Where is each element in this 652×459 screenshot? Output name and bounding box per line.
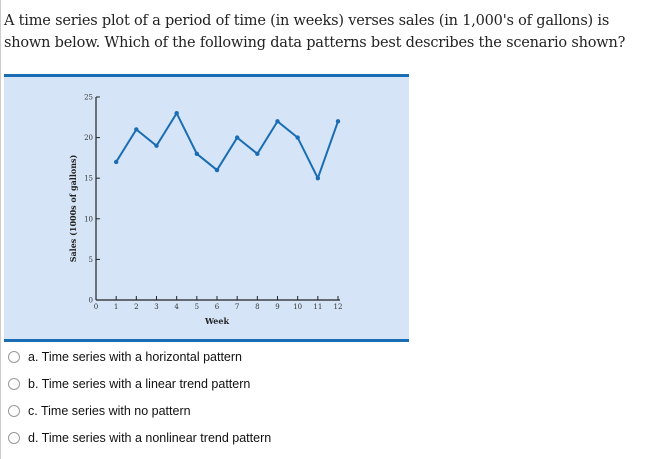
data-point	[295, 135, 300, 140]
y-tick-label: 25	[84, 94, 93, 102]
data-point	[255, 151, 260, 157]
x-tick-label: 8	[255, 303, 259, 311]
option-label: a. Time series with a horizontal pattern	[28, 350, 242, 364]
radio-button[interactable]	[8, 351, 20, 363]
data-point	[194, 151, 200, 157]
x-axis-label: Week	[204, 316, 230, 326]
page-border	[0, 0, 1, 459]
y-tick-label: 0	[89, 297, 93, 305]
data-point	[113, 159, 119, 165]
radio-button[interactable]	[8, 378, 20, 390]
y-tick-label: 10	[84, 215, 93, 223]
y-tick-label: 20	[84, 134, 93, 142]
data-point	[154, 143, 159, 148]
data-point	[234, 135, 240, 140]
x-tick-label: 10	[293, 303, 302, 311]
x-tick-label: 3	[154, 303, 158, 311]
y-axis-label: Sales (1000s of gallons)	[68, 154, 78, 262]
option-label: b. Time series with a linear trend patte…	[28, 377, 251, 391]
x-tick-label: 9	[275, 303, 279, 311]
y-tick-label: 15	[84, 175, 93, 183]
option-a[interactable]: a. Time series with a horizontal pattern	[8, 346, 242, 368]
x-tick-label: 11	[313, 303, 322, 311]
data-point	[174, 111, 179, 116]
series-line	[115, 111, 339, 181]
radio-button[interactable]	[8, 432, 20, 444]
x-tick-label: 0	[94, 303, 98, 311]
option-label: c. Time series with no pattern	[28, 404, 191, 418]
data-point	[315, 176, 321, 181]
data-point	[335, 119, 341, 124]
data-point	[214, 167, 220, 173]
x-tick-label: 6	[215, 303, 220, 311]
x-tick-label: 5	[195, 303, 199, 311]
question-text: A time series plot of a period of time (…	[4, 13, 626, 51]
radio-button[interactable]	[8, 405, 20, 417]
option-label: d. Time series with a nonlinear trend pa…	[28, 431, 272, 445]
x-tick-label: 2	[134, 303, 138, 311]
x-tick-label: 1	[114, 303, 118, 311]
data-point	[134, 127, 139, 132]
x-tick-label: 12	[334, 303, 343, 311]
y-tick-label: 5	[89, 256, 93, 264]
option-c[interactable]: c. Time series with no pattern	[8, 400, 191, 422]
option-d[interactable]: d. Time series with a nonlinear trend pa…	[8, 427, 271, 449]
x-tick-label: 4	[174, 303, 179, 311]
data-point	[275, 119, 280, 124]
option-b[interactable]: b. Time series with a linear trend patte…	[8, 373, 250, 395]
chart-panel	[4, 74, 409, 342]
x-tick-label: 7	[235, 303, 239, 311]
